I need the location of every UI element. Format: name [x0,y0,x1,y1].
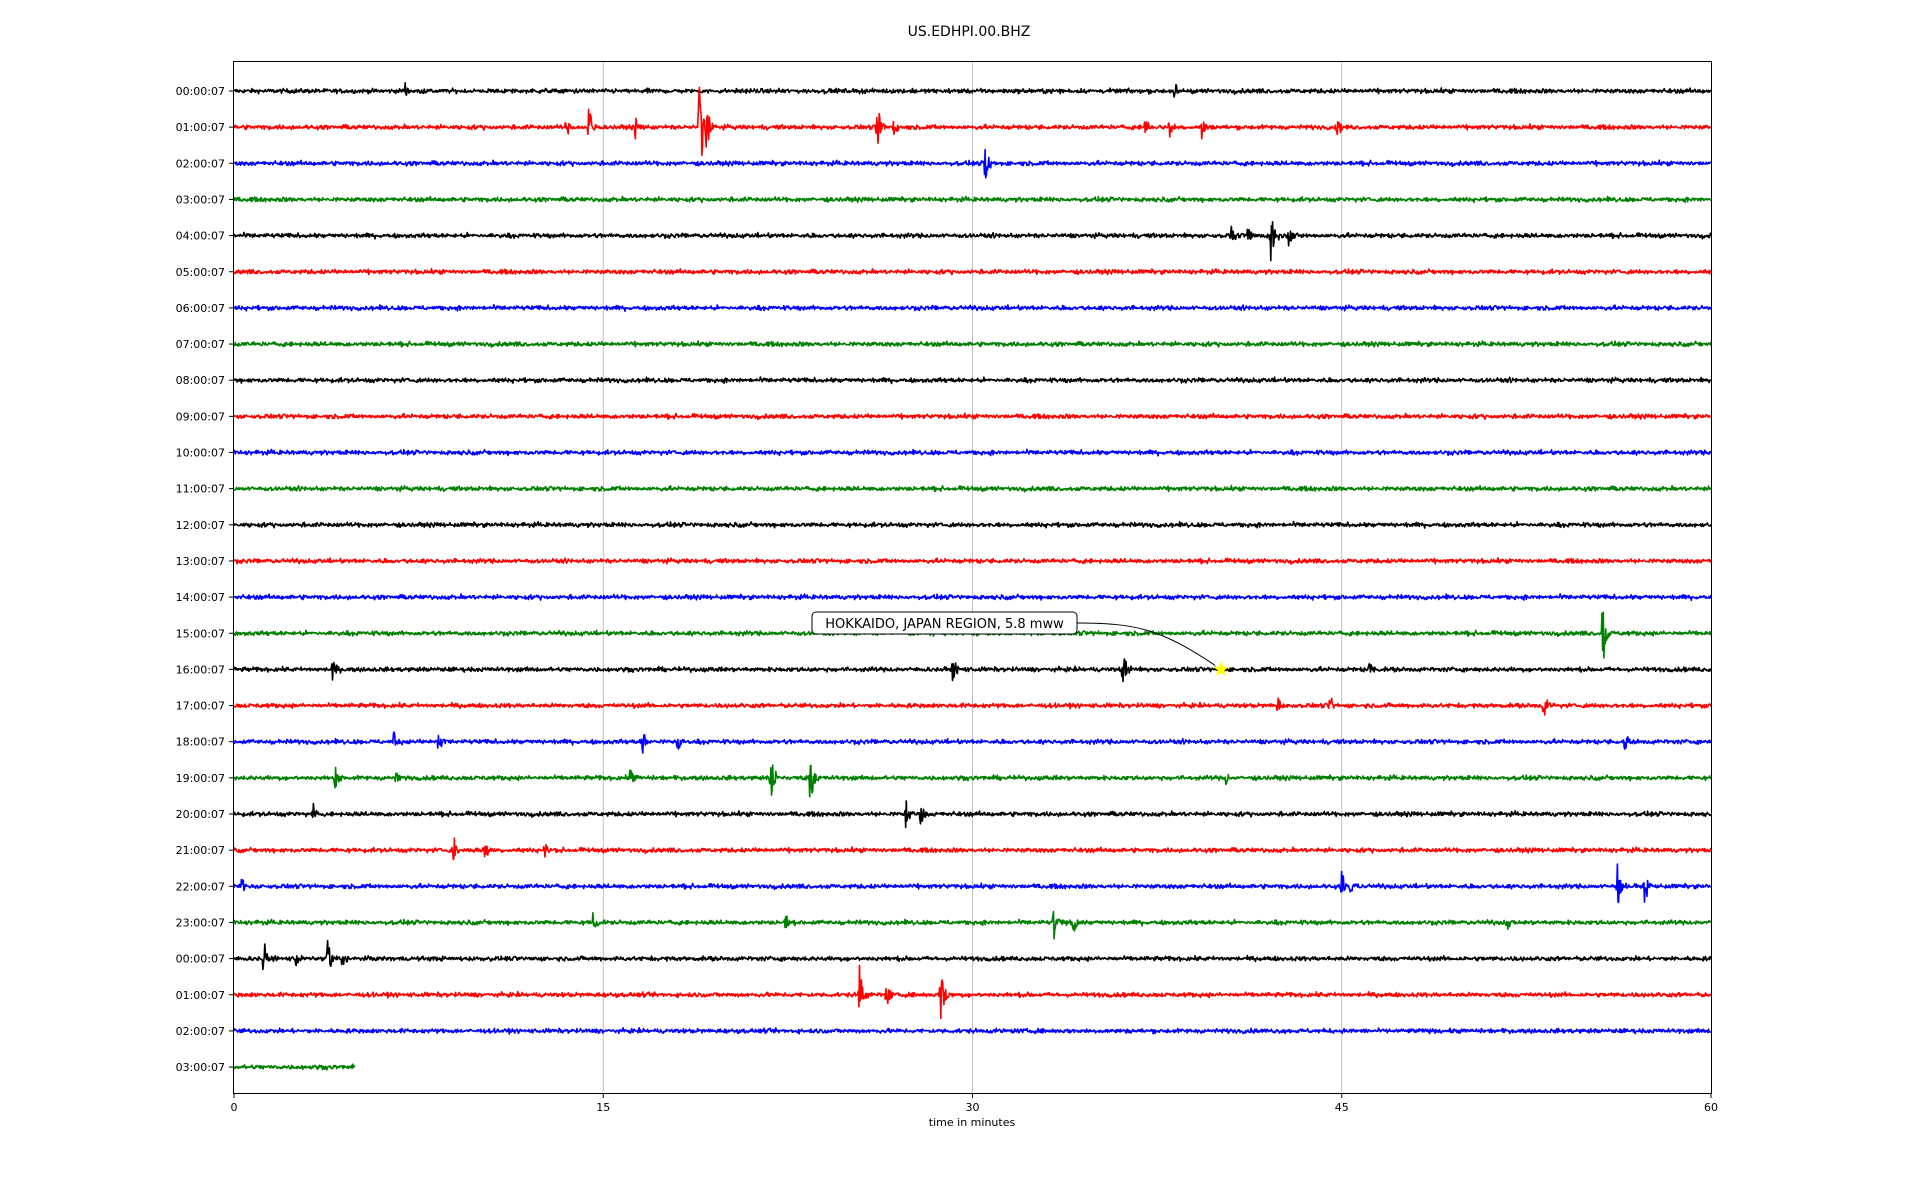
trace-row [233,340,1712,348]
x-tick-label: 30 [966,1101,980,1114]
trace-row [233,221,1712,262]
row-time-label: 09:00:07 [176,410,225,423]
row-time-label: 07:00:07 [176,338,225,351]
trace-row [233,484,1712,493]
trace-row [233,697,1712,716]
axes-frame [233,61,1712,1094]
row-time-label: 01:00:07 [176,121,225,134]
x-tick-label: 15 [596,1101,610,1114]
trace-row [233,658,1712,683]
event-annotation: HOKKAIDO, JAPAN REGION, 5.8 mww [811,611,1229,676]
row-time-labels: 00:00:07 01:00:07 02:00:07 03:00:07 04:00:07… [176,85,234,1074]
row-time-label: 23:00:07 [176,916,225,929]
row-time-label: 00:00:07 [176,953,225,966]
row-time-label: 06:00:07 [176,302,225,315]
trace-row [233,557,1712,565]
seismogram-traces [233,82,1712,1071]
row-time-label: 18:00:07 [176,736,225,749]
row-time-label: 02:00:07 [176,1025,225,1038]
trace-row [233,764,1712,798]
row-time-label: 20:00:07 [176,808,225,821]
x-tick-label: 60 [1704,1101,1718,1114]
row-time-label: 00:00:07 [176,85,225,98]
row-time-label: 16:00:07 [176,663,225,676]
row-time-label: 22:00:07 [176,880,225,893]
row-time-label: 15:00:07 [176,627,225,640]
trace-row [233,448,1712,457]
trace-row [233,593,1712,602]
row-time-label: 03:00:07 [176,1061,225,1074]
row-time-label: 13:00:07 [176,555,225,568]
row-time-label: 19:00:07 [176,772,225,785]
trace-row [233,376,1712,385]
trace-row [233,195,1712,204]
annotation-box [811,611,1078,635]
trace-row [233,412,1712,421]
trace-row [233,267,1712,276]
trace-row [233,800,1712,829]
row-time-label: 11:00:07 [176,483,225,496]
row-time-label: 08:00:07 [176,374,225,387]
row-time-label: 05:00:07 [176,266,225,279]
trace-row [233,1063,356,1071]
row-time-label: 01:00:07 [176,989,225,1002]
row-time-label: 14:00:07 [176,591,225,604]
trace-row [233,148,1712,179]
row-time-label: 02:00:07 [176,157,225,170]
row-time-label: 12:00:07 [176,519,225,532]
row-time-label: 17:00:07 [176,700,225,713]
x-tick-label: 0 [231,1101,238,1114]
trace-row [233,86,1712,156]
trace-row [233,939,1712,971]
row-time-label: 03:00:07 [176,193,225,206]
trace-row [233,837,1712,861]
trace-row [233,82,1712,98]
trace-row [233,303,1712,312]
chart-title: US.EDHPI.00.BHZ [908,24,1031,40]
row-time-label: 21:00:07 [176,844,225,857]
event-star-marker [1213,661,1229,676]
trace-row [233,731,1712,754]
trace-row [233,520,1712,529]
x-axis-ticks: 0 15 30 45 60 [231,1093,1718,1114]
x-axis-label: time in minutes [929,1116,1016,1129]
row-time-label: 04:00:07 [176,230,225,243]
row-time-label: 10:00:07 [176,447,225,460]
annotation-connector [1076,622,1216,666]
trace-row [233,964,1712,1020]
trace-row [233,1027,1712,1035]
annotation-text: HOKKAIDO, JAPAN REGION, 5.8 mww [825,617,1064,632]
trace-row [233,863,1712,904]
x-tick-label: 45 [1335,1101,1349,1114]
trace-row [233,910,1712,940]
